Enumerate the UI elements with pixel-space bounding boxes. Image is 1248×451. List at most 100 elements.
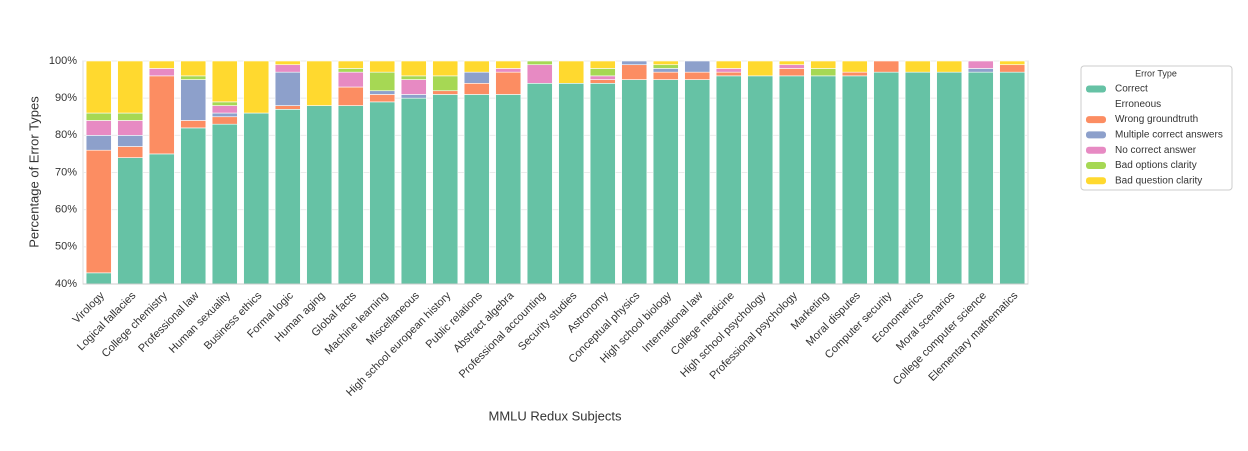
bar-segment (747, 60, 774, 77)
legend-label: Bad question clarity (1115, 175, 1202, 186)
bar-segment (558, 60, 585, 84)
bar-segment (432, 90, 459, 95)
bar-segment (400, 94, 427, 99)
bar-segment (400, 79, 427, 95)
bar-segment (463, 83, 490, 95)
legend-box (1080, 65, 1233, 191)
y-tick-label: 100% (49, 55, 77, 67)
legend-label: Multiple correct answers (1115, 130, 1223, 141)
legend-label: Correct (1115, 84, 1148, 95)
legend-swatch (1086, 146, 1106, 154)
legend-title: Error Type (1135, 68, 1177, 78)
bar-segment (652, 68, 679, 73)
y-tick-label: 60% (55, 204, 77, 216)
bar-segment (400, 97, 427, 285)
bar-segment (369, 71, 396, 92)
bar-segment (211, 123, 238, 285)
bar-segment (274, 71, 301, 106)
bar-segment (589, 60, 616, 69)
bar-segment (715, 71, 742, 77)
bar-segment (306, 60, 333, 106)
bar-segment (432, 75, 459, 92)
bar-segment (369, 94, 396, 103)
y-tick-label: 80% (55, 129, 77, 141)
bar-segment (841, 75, 868, 285)
y-tick-label: 50% (55, 241, 77, 253)
bar-segment (778, 64, 805, 69)
bar-segment (495, 94, 522, 285)
bar-segment (211, 60, 238, 103)
bar-segment (747, 75, 774, 285)
bar-segment (337, 60, 364, 69)
bar-segment (684, 79, 711, 285)
bar-segment (715, 60, 742, 69)
bar-segment (274, 109, 301, 285)
bar-segment (243, 112, 270, 285)
bar-segment (148, 153, 175, 285)
bar-segment (841, 71, 868, 77)
bar-segment (274, 105, 301, 110)
bar-segment (432, 60, 459, 77)
bar-segment (85, 272, 112, 285)
bar-segment (589, 75, 616, 80)
bar-segment (526, 83, 553, 285)
bar-segment (117, 112, 144, 121)
bar-segment (369, 60, 396, 73)
bar-segment (999, 64, 1026, 73)
bar-segment (936, 60, 963, 73)
bar-segment (589, 83, 616, 285)
bar-segment (652, 60, 679, 66)
bar-segment (148, 60, 175, 69)
bar-segment (936, 71, 963, 285)
legend-swatch (1086, 177, 1106, 185)
bar-segment (148, 75, 175, 155)
bar-segment (180, 79, 207, 121)
y-axis-label: Percentage of Error Types (26, 96, 41, 248)
bar-segment (778, 75, 805, 285)
bar-segment (589, 68, 616, 77)
bar-segment (463, 60, 490, 73)
y-tick-label: 70% (55, 166, 77, 178)
bar-segment (463, 94, 490, 285)
bar-segment (369, 101, 396, 285)
bar-segment (810, 60, 837, 69)
bar-segment (873, 71, 900, 285)
y-tick-label: 90% (55, 92, 77, 104)
x-axis-label: MMLU Redux Subjects (489, 408, 622, 423)
bar-segment (810, 68, 837, 77)
bar-segment (117, 157, 144, 285)
bar-segment (495, 71, 522, 95)
bar-segment (274, 60, 301, 66)
bar-segment (85, 149, 112, 274)
bar-segment (180, 120, 207, 129)
bar-segment (85, 60, 112, 114)
bar-segment (684, 60, 711, 73)
bar-segment (715, 68, 742, 73)
bar-segment (463, 71, 490, 84)
bar-segment (400, 75, 427, 80)
bar-segment (180, 75, 207, 80)
bar-segment (85, 135, 112, 151)
bar-segment (621, 60, 648, 66)
bar-segment (967, 60, 994, 69)
legend-label: No correct answer (1115, 145, 1197, 156)
bar-segment (274, 64, 301, 73)
bar-segment (999, 60, 1026, 66)
x-tick-label: Public relations (424, 289, 486, 351)
bar-segment (337, 86, 364, 106)
bar-segment (85, 120, 112, 136)
bar-segment (967, 71, 994, 285)
bar-segment (999, 71, 1026, 285)
legend-swatch (1086, 85, 1106, 93)
bar-segment (652, 71, 679, 80)
bar-segment (117, 146, 144, 158)
bar-segment (117, 135, 144, 147)
bar-segment (589, 79, 616, 84)
bar-segment (684, 71, 711, 80)
bar-segment (495, 60, 522, 69)
bar-segment (180, 60, 207, 77)
bar-segment (810, 75, 837, 285)
bar-segment (243, 60, 270, 114)
bar-segment (621, 64, 648, 80)
